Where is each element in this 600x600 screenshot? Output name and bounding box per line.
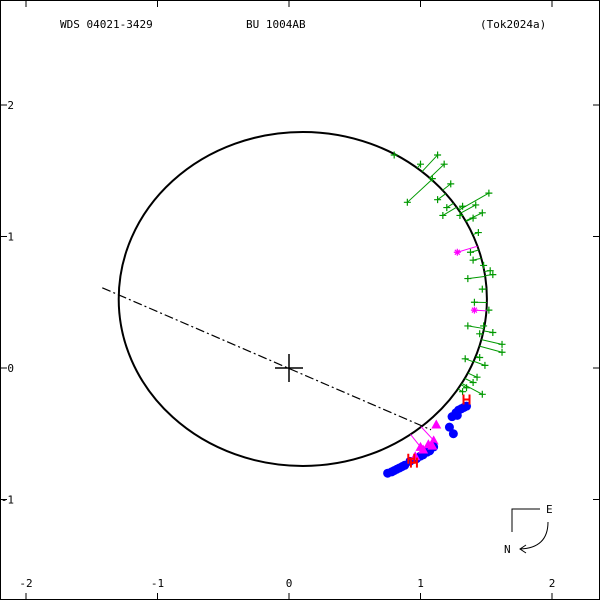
visual-point <box>428 175 436 183</box>
visual-point <box>434 151 442 159</box>
visual-residual <box>442 183 452 191</box>
interferometric-residual <box>410 434 421 448</box>
visual-residual <box>407 179 433 203</box>
visual-residual <box>464 377 474 383</box>
visual-point <box>498 340 506 348</box>
visual-residual <box>465 212 483 222</box>
visual-point <box>476 353 484 361</box>
visual-point <box>417 160 424 168</box>
compass: E N <box>504 503 553 556</box>
visual-residual <box>446 202 454 208</box>
visual-point <box>481 361 489 369</box>
header-wds-id: WDS 04021-3429 <box>60 18 153 31</box>
visual-point <box>485 306 493 314</box>
interferometric-point <box>428 435 439 445</box>
visual-residual <box>437 193 447 201</box>
recent-point <box>462 394 471 405</box>
visual-point <box>403 198 411 206</box>
visual-residual <box>479 345 503 353</box>
header-designation: BU 1004AB <box>246 18 306 31</box>
visual-point <box>456 211 464 219</box>
visual-residual <box>429 163 445 179</box>
speckle-triangle-point <box>431 419 442 429</box>
visual-point <box>469 378 477 386</box>
visual-point <box>459 388 467 396</box>
compass-north-label: N <box>504 543 511 556</box>
visual-point <box>469 256 477 264</box>
visual-point <box>461 355 469 363</box>
visual-residual <box>421 154 438 173</box>
x-tick-label: -2 <box>19 577 32 590</box>
interferometric-point <box>453 248 461 256</box>
visual-point <box>486 267 494 275</box>
interferometric-residual <box>420 426 435 441</box>
visual-residual <box>481 339 503 345</box>
visual-point <box>434 196 442 204</box>
interferometric-point <box>470 306 478 314</box>
x-tick-label: 0 <box>286 577 293 590</box>
visual-point <box>443 204 451 212</box>
x-tick-label: 2 <box>549 577 556 590</box>
visual-point <box>474 229 482 237</box>
compass-arrowhead <box>519 544 527 554</box>
visual-point <box>498 348 506 356</box>
visual-residual <box>458 192 490 211</box>
speckle-triangle-point <box>418 444 429 454</box>
visual-point <box>478 209 486 217</box>
visual-residual <box>461 382 483 395</box>
line-of-nodes <box>102 287 432 431</box>
visual-point <box>485 189 493 197</box>
visual-residual <box>460 204 476 214</box>
visual-point <box>476 330 484 338</box>
y-tick-label: 1 <box>7 231 14 244</box>
recent-point <box>409 457 418 468</box>
compass-rotation-arrow <box>519 521 549 550</box>
speckle-triangle-point <box>427 440 438 450</box>
speckle-point <box>444 422 454 432</box>
visual-point <box>478 390 486 398</box>
visual-point <box>470 298 478 306</box>
visual-residual <box>473 360 486 366</box>
visual-point <box>478 285 486 293</box>
header-reference: (Tok2024a) <box>480 18 546 31</box>
interferometric-residual <box>457 245 478 253</box>
orbit-layer <box>102 130 488 467</box>
visual-point <box>489 328 497 336</box>
y-tick-label: -1 <box>1 494 14 507</box>
compass-east-label: E <box>546 503 553 516</box>
visual-residual <box>467 372 478 378</box>
visual-point <box>480 261 488 269</box>
y-tick-label: 0 <box>7 362 14 375</box>
compass-east-arm <box>511 508 540 532</box>
visual-point <box>472 201 480 209</box>
x-tick-label: 1 <box>417 577 424 590</box>
speckle-point <box>448 429 458 439</box>
visual-residual <box>442 206 457 216</box>
orbit-ellipse <box>117 130 488 467</box>
x-tick-label: -1 <box>151 577 164 590</box>
visual-point <box>440 160 448 168</box>
visual-point <box>439 211 447 219</box>
visual-point <box>473 373 481 381</box>
visual-point <box>464 322 472 330</box>
visual-point <box>390 151 398 159</box>
visual-point <box>447 180 455 188</box>
visual-point <box>464 275 472 283</box>
data-layer <box>383 151 506 478</box>
visual-point <box>466 248 474 256</box>
visual-point <box>489 271 497 279</box>
speckle-point <box>452 410 462 420</box>
y-tick-label: 2 <box>7 99 14 112</box>
